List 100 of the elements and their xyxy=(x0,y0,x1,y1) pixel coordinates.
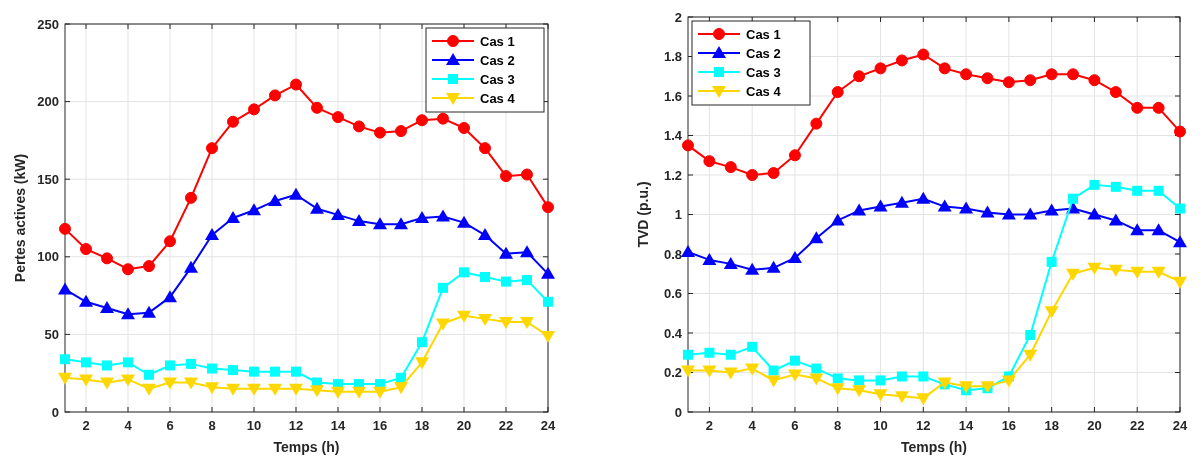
point xyxy=(745,363,760,376)
point xyxy=(1152,101,1165,114)
point xyxy=(165,360,175,371)
x-tick-label: 8 xyxy=(834,418,842,433)
point xyxy=(478,228,492,241)
y-tick-label: 0.8 xyxy=(663,246,682,262)
point xyxy=(81,357,91,368)
x-tick-label: 20 xyxy=(456,418,472,433)
point xyxy=(1067,68,1080,81)
point xyxy=(1130,223,1145,236)
point xyxy=(353,120,365,133)
y-tick-label: 1 xyxy=(674,207,682,222)
point xyxy=(268,193,282,206)
point xyxy=(745,262,760,275)
point xyxy=(894,195,909,208)
point xyxy=(520,316,534,329)
point xyxy=(1173,235,1187,248)
y-tick-label: 0.2 xyxy=(663,365,682,380)
point xyxy=(1046,256,1057,267)
point xyxy=(1174,125,1186,138)
point xyxy=(163,377,177,390)
point xyxy=(702,365,717,378)
point xyxy=(1151,223,1166,236)
point xyxy=(290,78,302,91)
point xyxy=(332,111,344,124)
point xyxy=(457,215,471,228)
point xyxy=(1175,203,1185,214)
y-axis-title: TVD (p.u.) xyxy=(635,181,651,248)
point xyxy=(725,349,736,360)
point xyxy=(205,382,219,395)
point xyxy=(682,139,694,152)
point xyxy=(768,365,779,376)
x-tick-label: 2 xyxy=(82,418,90,433)
y-tick-label: 1.2 xyxy=(663,167,682,183)
point xyxy=(289,187,303,200)
point xyxy=(895,54,908,67)
point xyxy=(480,271,490,282)
point xyxy=(395,125,407,138)
point xyxy=(501,276,511,287)
point xyxy=(541,266,555,279)
y-tick-label: 0 xyxy=(674,404,682,420)
point xyxy=(79,294,93,307)
x-tick-label: 6 xyxy=(166,418,174,433)
x-tick-label: 14 xyxy=(330,418,346,433)
point xyxy=(746,169,759,181)
point xyxy=(206,142,218,155)
point xyxy=(248,103,260,116)
point xyxy=(1110,181,1121,192)
point xyxy=(1025,329,1036,340)
y-tick-label: 150 xyxy=(37,171,59,187)
point xyxy=(352,214,366,227)
legend-label: Cas 2 xyxy=(746,45,781,61)
point xyxy=(522,275,532,286)
point xyxy=(205,228,219,241)
point xyxy=(1001,375,1016,388)
point xyxy=(226,211,240,223)
point xyxy=(916,393,931,406)
point xyxy=(373,217,387,230)
x-tick-label: 18 xyxy=(1044,418,1059,433)
x-tick-label: 4 xyxy=(748,418,757,433)
point xyxy=(185,191,197,204)
point xyxy=(1066,268,1081,281)
x-tick-label: 12 xyxy=(288,418,304,433)
point xyxy=(854,375,865,386)
x-tick-label: 20 xyxy=(1087,418,1102,433)
point xyxy=(1108,264,1123,277)
point xyxy=(541,330,555,343)
point xyxy=(374,126,386,139)
point xyxy=(543,296,553,307)
point xyxy=(499,246,513,259)
y-tick-label: 50 xyxy=(44,326,59,342)
point xyxy=(811,363,822,374)
point xyxy=(1023,207,1038,220)
point xyxy=(269,89,281,102)
x-axis-title: Temps (h) xyxy=(273,439,340,455)
point xyxy=(1002,76,1015,89)
point xyxy=(479,142,491,155)
point xyxy=(917,48,930,61)
point xyxy=(787,369,802,382)
point xyxy=(186,358,196,369)
x-tick-label: 24 xyxy=(1172,418,1188,433)
point xyxy=(311,101,323,114)
x-tick-label: 22 xyxy=(498,418,514,433)
point xyxy=(1044,306,1059,319)
point xyxy=(810,117,823,130)
point xyxy=(766,260,781,273)
point xyxy=(873,389,888,402)
x-tick-label: 8 xyxy=(208,418,216,433)
point xyxy=(268,383,282,396)
y-tick-label: 250 xyxy=(37,16,59,32)
point xyxy=(310,201,324,214)
point xyxy=(1089,179,1100,190)
point xyxy=(416,114,428,127)
x-axis-title: Temps (h) xyxy=(901,439,967,455)
x-tick-label: 2 xyxy=(705,418,714,433)
point xyxy=(542,201,554,214)
y-tick-label: 2 xyxy=(674,9,682,25)
point xyxy=(331,207,345,220)
point xyxy=(417,337,427,348)
point xyxy=(100,301,114,314)
